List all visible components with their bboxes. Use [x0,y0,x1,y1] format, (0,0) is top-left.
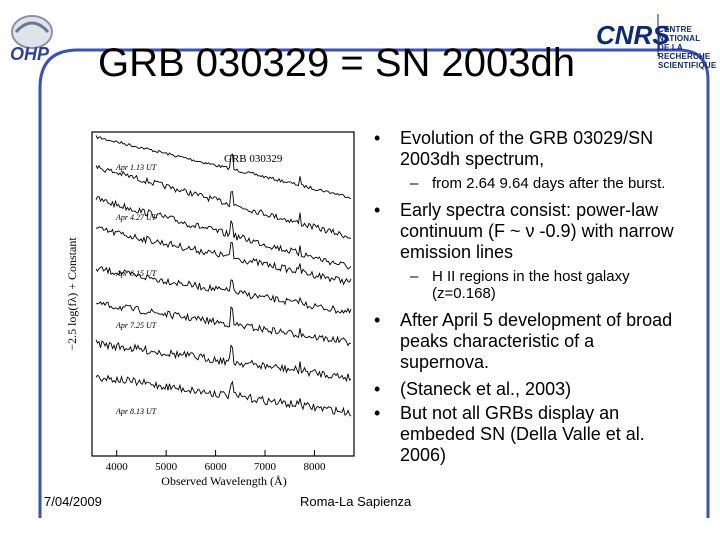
cnrs-logo: CNRS [596,14,670,56]
bullet-text: After April 5 development of broad peaks… [400,310,673,372]
spectrum-trace [95,339,352,383]
x-tick-label: 8000 [303,461,326,473]
y-axis-label: −2.5 log(fλ) + Constant [65,237,79,351]
figure-label: GRB 030329 [224,153,283,165]
org-line: SCIENTIFIQUE [658,61,717,70]
spectrum-trace [95,301,352,347]
spectrum-trace [95,266,352,315]
spectrum-date-label: Apr 6.15 UT [115,269,157,278]
spectra-traces [95,135,352,417]
x-tick-label: 5000 [155,461,178,473]
spectra-labels: Apr 1.13 UT Apr 4.27 UT Apr 6.15 UT Apr 7.2… [115,163,157,416]
bullet-list: • Evolution of the GRB 03029/SN 2003dh sp… [368,128,688,472]
plot-frame [91,131,355,457]
sub-bullet-item: – H II regions in the host galaxy (z=0.1… [410,268,630,302]
bullet-item: • (Staneck et al., 2003) [374,379,572,399]
x-ticks: 4000 5000 6000 7000 8000 [106,450,326,473]
cnrs-org-name: CENTRE NATIONAL DE LA RECHERCHE SCIENTIF… [658,25,720,70]
ohp-logo-text: OHP [10,44,50,64]
x-tick-label: 6000 [205,461,228,473]
x-axis-label: Observed Wavelength (Å) [161,474,286,488]
x-tick-label: 7000 [254,461,276,473]
bullet-text: Early spectra consist: power-law continu… [400,200,674,262]
spectrum-date-label: Apr 4.27 UT [115,213,157,222]
bullet-item: • After April 5 development of broad peak… [374,310,673,372]
x-tick-label: 4000 [106,461,129,473]
bullet-text: But not all GRBs display an embeded SN (… [400,403,645,465]
spectrum-trace [95,226,352,286]
footer-venue: Roma-La Sapienza [300,494,412,509]
bullet-item: • Evolution of the GRB 03029/SN 2003dh sp… [374,128,654,169]
spectrum-date-label: Apr 1.13 UT [115,163,157,172]
spectrum-date-label: Apr 7.25 UT [115,321,157,330]
sub-bullet-text: H II regions in the host galaxy (z=0.168… [432,268,630,302]
bullet-item: • Early spectra consist: power-law contin… [374,200,674,262]
ohp-logo: OHP [10,15,53,64]
spectrum-trace [95,135,352,199]
spectrum-trace [95,164,352,240]
sub-bullet-item: – from 2.64 9.64 days after the burst. [410,175,666,192]
spectrum-date-label: Apr 8.13 UT [115,407,157,416]
sub-bullet-text: from 2.64 9.64 days after the burst. [432,175,666,192]
spectrum-trace [95,196,352,270]
slide-title: GRB 030329 = SN 2003dh [98,41,576,85]
bullet-item: • But not all GRBs display an embeded SN … [374,403,645,465]
org-line: CENTRE NATIONAL [658,25,701,43]
bullet-text: (Staneck et al., 2003) [400,379,572,399]
org-line: DE LA RECHERCHE [658,43,711,61]
slide-frame [38,48,710,518]
spectrum-trace [95,374,352,417]
footer-date: 7/04/2009 [44,494,102,509]
spectra-figure: −2.5 log(fλ) + Constant Observed Wavelen… [65,131,355,488]
bullet-text: Evolution of the GRB 03029/SN 2003dh spe… [400,128,654,169]
